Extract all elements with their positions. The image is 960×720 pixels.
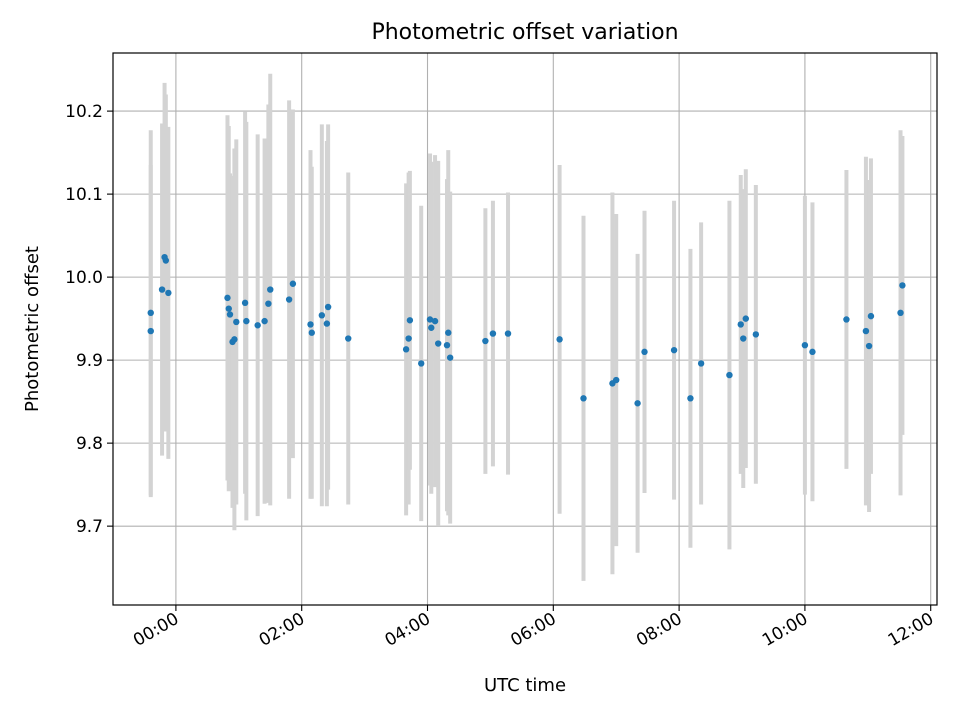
data-points [147,253,906,407]
data-point [254,322,261,329]
data-point [809,348,816,356]
data-point [406,317,414,324]
data-point [308,329,315,336]
y-axis-ticks: 9.7 9.8 9.9 10.0 10.1 10.2 [65,102,113,537]
data-point [147,309,154,317]
data-point [324,303,332,311]
data-point [231,336,238,343]
data-point [162,257,170,264]
data-point [445,329,452,336]
data-point [801,341,809,349]
data-point [726,371,733,379]
data-point [241,299,249,307]
data-point [165,289,172,297]
data-point [147,327,154,335]
data-point [431,317,439,325]
data-point [740,335,747,342]
chart-title: Photometric offset variation [371,20,678,45]
y-tick-label: 9.7 [76,517,103,537]
data-point [285,296,293,303]
data-point [226,311,234,318]
data-point [737,321,744,328]
data-point [897,309,904,317]
data-point [580,395,587,402]
data-point [307,321,314,328]
data-point [265,300,272,307]
data-point [426,316,434,323]
data-point [318,312,326,319]
data-point [697,360,705,367]
y-tick-label: 10.2 [65,102,103,122]
data-point [418,360,425,367]
data-point [504,330,512,337]
data-point [233,318,240,326]
data-point [742,315,749,322]
data-point [865,342,873,350]
data-point [428,324,435,331]
data-point [862,327,870,335]
data-point [899,282,906,289]
grid-lines [113,53,937,605]
data-point [446,354,454,361]
plot-frame [112,52,938,606]
y-tick-label: 9.9 [76,351,103,371]
y-tick-label: 10.1 [65,185,103,205]
data-point [670,346,678,354]
data-point [225,305,232,312]
data-point [267,286,274,293]
y-tick-label: 10.0 [65,268,103,288]
y-axis-label: Photometric offset [22,246,43,412]
data-point [482,337,489,345]
data-point [434,340,442,347]
data-point [158,286,166,293]
data-point [402,346,410,353]
data-point [345,335,352,342]
data-point [843,316,850,323]
data-point [634,400,641,407]
data-point [443,341,451,349]
x-axis-label: UTC time [484,675,566,696]
data-point [867,312,875,320]
data-point [261,317,268,325]
y-tick-label: 9.8 [76,434,103,454]
data-point [752,331,760,338]
data-point [243,317,250,325]
data-point [289,280,297,287]
data-point [323,320,331,327]
data-point [489,330,497,337]
data-point [613,376,620,384]
data-point [405,335,412,342]
data-point [641,348,648,356]
data-point [556,336,563,343]
data-point [224,294,231,302]
data-point [687,395,694,402]
